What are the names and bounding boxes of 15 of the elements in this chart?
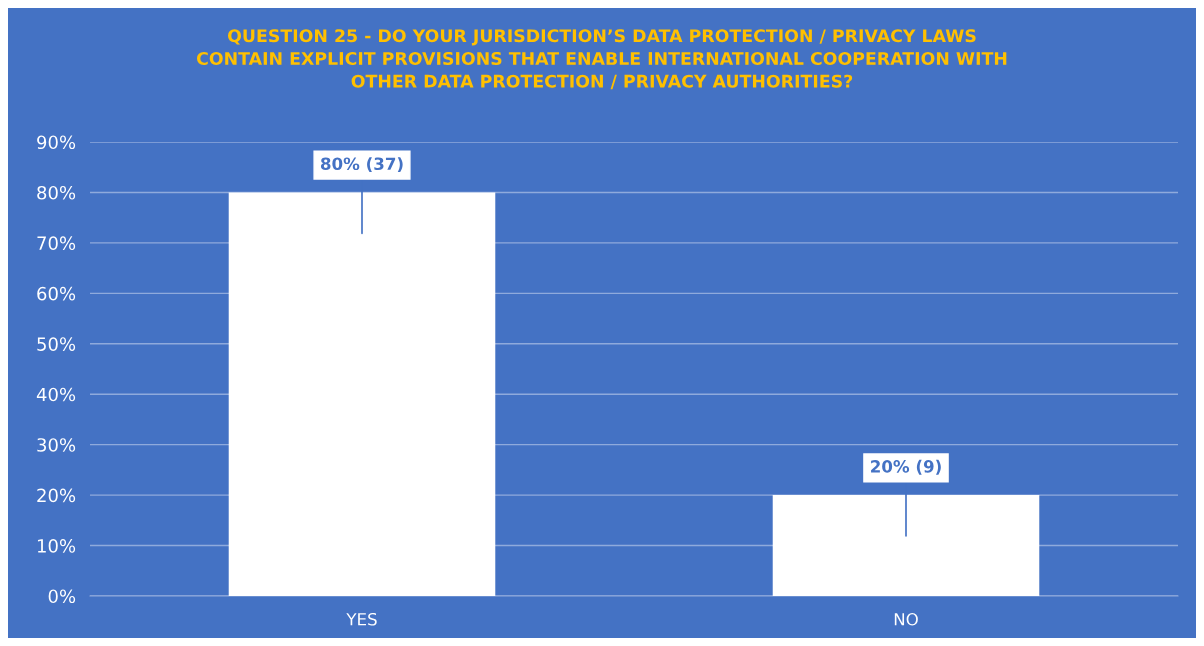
data-label: 80% (37) <box>320 157 403 172</box>
chart-title: QUESTION 25 - DO YOUR JURISDICTION’S DATA PROTECTION / PRIVACY LAWS CONTAIN EXPLICIT PROVISIONS THAT ENABLE INTERNATIONAL COOPERATION WITH OTHER DATA PROTECTION / PRIVACY AUTHORITIES? <box>196 29 1007 90</box>
y-tick-label: 60% <box>37 286 76 301</box>
y-tick-label: 40% <box>36 387 76 402</box>
x-tick-label: NO <box>894 612 918 626</box>
y-tick-label: 90% <box>37 135 76 150</box>
y-tick-label: 0% <box>48 589 76 604</box>
y-tick-label: 30% <box>37 438 76 452</box>
y-tick-label: 10% <box>37 539 76 553</box>
data-label: 20% (9) <box>871 459 941 475</box>
y-tick-label: 80% <box>37 185 76 200</box>
y-tick-label: 70% <box>37 236 76 251</box>
y-tick-label: 50% <box>37 337 76 351</box>
x-tick-label: YES <box>346 612 377 626</box>
y-tick-label: 20% <box>37 488 76 503</box>
